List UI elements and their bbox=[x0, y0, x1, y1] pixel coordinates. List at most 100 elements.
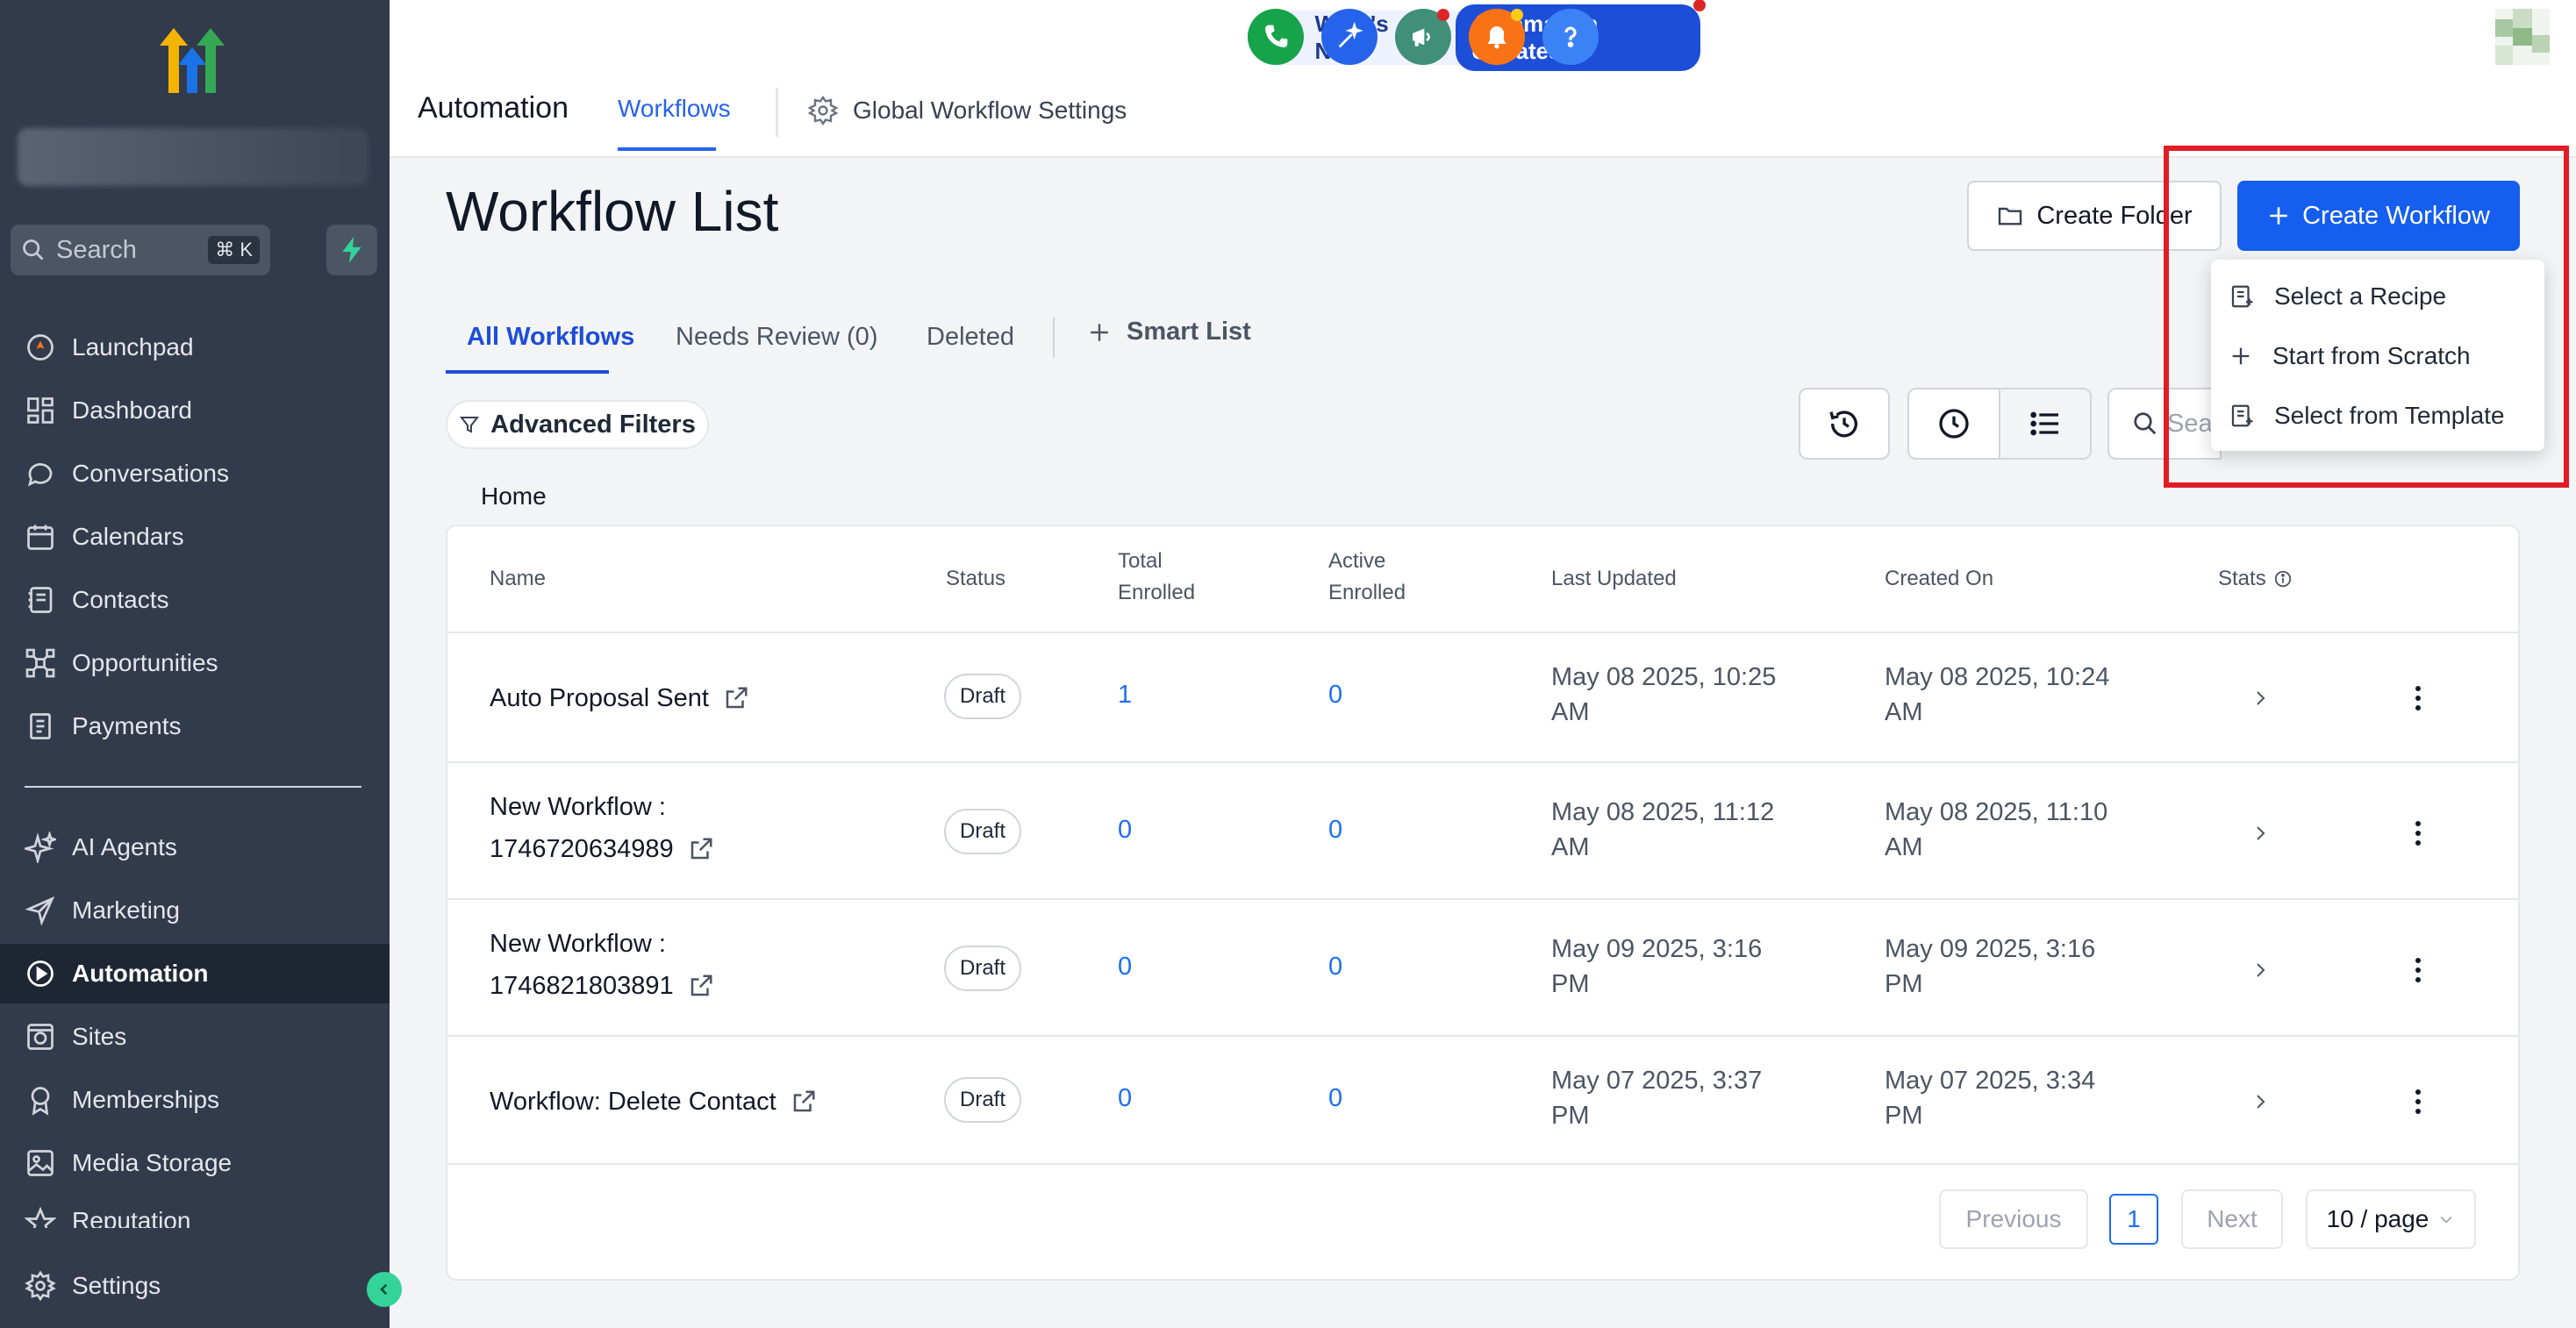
sidebar-item-label: Sites bbox=[72, 1023, 127, 1050]
send-icon bbox=[25, 896, 55, 926]
sidebar-item-dashboard[interactable]: Dashboard bbox=[0, 381, 390, 440]
tab-global-label: Global Workflow Settings bbox=[853, 96, 1127, 124]
sidebar-item-automation[interactable]: Automation bbox=[0, 944, 390, 1003]
gear-icon bbox=[25, 1270, 56, 1302]
total-enrolled-count[interactable]: 1 bbox=[1118, 681, 1133, 709]
stats-expand-button[interactable] bbox=[2243, 681, 2278, 716]
announcements-button[interactable] bbox=[1395, 9, 1451, 65]
quick-action-button[interactable] bbox=[326, 225, 377, 275]
tab-global-workflow-settings[interactable]: Global Workflow Settings bbox=[807, 95, 1127, 126]
account-switcher[interactable] bbox=[18, 128, 369, 186]
contact-card-icon bbox=[28, 587, 53, 613]
smart-list-button[interactable]: Smart List bbox=[1088, 318, 1251, 346]
sidebar-search[interactable]: Search ⌘ K bbox=[11, 225, 270, 275]
active-enrolled-count[interactable]: 0 bbox=[1328, 953, 1343, 981]
collapse-sidebar-button[interactable] bbox=[367, 1272, 402, 1307]
sidebar-item-sites[interactable]: Sites bbox=[0, 1007, 390, 1067]
help-button[interactable] bbox=[1542, 9, 1599, 65]
stats-expand-button[interactable] bbox=[2243, 816, 2278, 851]
status-badge: Draft bbox=[944, 809, 1022, 854]
current-page[interactable]: 1 bbox=[2109, 1194, 2158, 1245]
table-row[interactable]: Workflow: Delete Contact Draft 0 0 May 0… bbox=[447, 1037, 2518, 1165]
table-row[interactable]: New Workflow : 1746720634989 Draft 0 0 M… bbox=[447, 763, 2518, 900]
row-actions-menu[interactable] bbox=[2401, 953, 2436, 988]
tab-all-workflows[interactable]: All Workflows bbox=[467, 323, 635, 351]
recipe-document-icon bbox=[2231, 285, 2253, 308]
stats-expand-button[interactable] bbox=[2243, 1084, 2278, 1119]
stats-expand-button[interactable] bbox=[2243, 953, 2278, 988]
tab-needs-review[interactable]: Needs Review (0) bbox=[676, 323, 878, 351]
sidebar-divider bbox=[25, 786, 361, 788]
sidebar-item-media-storage[interactable]: Media Storage bbox=[0, 1133, 390, 1193]
external-link-icon[interactable] bbox=[791, 1089, 817, 1115]
folder-breadcrumb[interactable]: Home bbox=[481, 482, 547, 510]
total-enrolled-count[interactable]: 0 bbox=[1118, 1084, 1133, 1112]
list-view-button[interactable] bbox=[1999, 389, 2090, 458]
sidebar-item-ai-agents[interactable]: AI Agents bbox=[0, 818, 390, 877]
sidebar-item-reputation[interactable]: Reputation bbox=[0, 1196, 390, 1228]
sidebar-item-conversations[interactable]: Conversations bbox=[0, 444, 390, 503]
sidebar-item-opportunities[interactable]: Opportunities bbox=[0, 633, 390, 693]
more-vertical-icon bbox=[2415, 958, 2421, 982]
active-enrolled-count[interactable]: 0 bbox=[1328, 1084, 1343, 1112]
sidebar-item-settings[interactable]: Settings bbox=[0, 1256, 390, 1316]
automation-icon bbox=[27, 960, 54, 987]
search-placeholder: Search bbox=[56, 235, 137, 264]
tab-workflows[interactable]: Workflows bbox=[618, 95, 731, 122]
sidebar-item-contacts[interactable]: Contacts bbox=[0, 570, 390, 630]
menu-item-start-from-scratch[interactable]: Start from Scratch bbox=[2211, 326, 2544, 386]
last-updated-date: May 09 2025, 3:16 PM bbox=[1551, 935, 1763, 998]
badge-icon bbox=[31, 1087, 50, 1116]
sidebar-item-payments[interactable]: Payments bbox=[0, 696, 390, 756]
total-enrolled-count[interactable]: 0 bbox=[1118, 816, 1133, 844]
sidebar-item-label: Reputation bbox=[72, 1207, 191, 1228]
table-header: Name Status Total Enrolled Active Enrolled… bbox=[447, 526, 2518, 633]
workflow-name[interactable]: New Workflow : 1746720634989 bbox=[490, 786, 714, 870]
sidebar-item-launchpad[interactable]: Launchpad bbox=[0, 318, 390, 377]
status-badge: Draft bbox=[944, 1077, 1022, 1123]
sidebar-item-memberships[interactable]: Memberships bbox=[0, 1070, 390, 1130]
tab-deleted[interactable]: Deleted bbox=[927, 323, 1014, 351]
created-on-date: May 08 2025, 11:10 AM bbox=[1885, 798, 2108, 861]
total-enrolled-count[interactable]: 0 bbox=[1118, 953, 1133, 981]
active-enrolled-count[interactable]: 0 bbox=[1328, 681, 1343, 709]
row-actions-menu[interactable] bbox=[2401, 816, 2436, 851]
user-avatar[interactable] bbox=[2495, 9, 2550, 65]
sidebar-item-label: Settings bbox=[72, 1272, 161, 1299]
sidebar-item-calendars[interactable]: Calendars bbox=[0, 507, 390, 567]
workflow-name[interactable]: Workflow: Delete Contact bbox=[490, 1081, 817, 1123]
sidebar-item-marketing[interactable]: Marketing bbox=[0, 881, 390, 940]
row-actions-menu[interactable] bbox=[2401, 681, 2436, 716]
workflow-name[interactable]: New Workflow : 1746821803891 bbox=[490, 923, 714, 1007]
external-link-icon[interactable] bbox=[688, 973, 714, 999]
active-enrolled-count[interactable]: 0 bbox=[1328, 816, 1343, 844]
workflow-name[interactable]: Auto Proposal Sent bbox=[490, 677, 749, 719]
company-logo[interactable] bbox=[156, 26, 228, 95]
history-button[interactable] bbox=[1799, 388, 1890, 460]
page-size-select[interactable]: 10 / page bbox=[2306, 1189, 2476, 1249]
next-page-button[interactable]: Next bbox=[2181, 1189, 2283, 1249]
menu-item-select-recipe[interactable]: Select a Recipe bbox=[2211, 267, 2544, 326]
previous-page-button[interactable]: Previous bbox=[1939, 1189, 2088, 1249]
create-workflow-button[interactable]: Create Workflow bbox=[2237, 181, 2520, 251]
chevron-right-icon bbox=[2257, 691, 2265, 705]
notifications-button[interactable] bbox=[1469, 9, 1525, 65]
external-link-icon[interactable] bbox=[723, 685, 749, 711]
smart-list-label: Smart List bbox=[1127, 318, 1251, 346]
table-row[interactable]: New Workflow : 1746821803891 Draft 0 0 M… bbox=[447, 900, 2518, 1037]
clock-view-button[interactable] bbox=[1909, 389, 1999, 458]
info-icon[interactable] bbox=[2273, 569, 2293, 589]
ai-assistant-button[interactable] bbox=[1321, 9, 1377, 65]
table-row[interactable]: Auto Proposal Sent Draft 1 0 May 08 2025… bbox=[447, 633, 2518, 763]
row-actions-menu[interactable] bbox=[2401, 1084, 2436, 1119]
more-vertical-icon bbox=[2415, 821, 2421, 846]
create-folder-button[interactable]: Create Folder bbox=[1967, 181, 2222, 251]
sparkle-icon bbox=[25, 832, 56, 863]
advanced-filters-button[interactable]: Advanced Filters bbox=[446, 400, 709, 449]
sidebar-item-label: Launchpad bbox=[72, 333, 194, 361]
phone-icon bbox=[1265, 25, 1288, 47]
external-link-icon[interactable] bbox=[688, 836, 714, 862]
phone-button[interactable] bbox=[1248, 9, 1304, 65]
menu-item-select-template[interactable]: Select from Template bbox=[2211, 386, 2544, 446]
workflow-tabs: All Workflows Needs Review (0) Deleted bbox=[446, 318, 1113, 374]
